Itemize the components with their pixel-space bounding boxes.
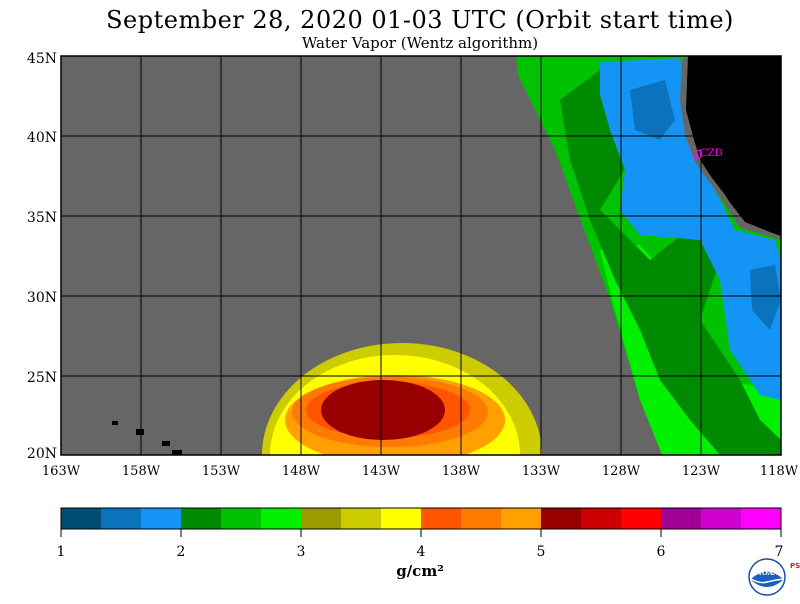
colorbar-tick-label: 1 [57,544,66,560]
blob-bottom-mask [61,455,781,475]
station-marker-icon [692,149,702,161]
lon-label: 128W [602,464,641,479]
noaa-logo-text: NOAA [755,568,779,577]
lon-label: 158W [122,464,161,479]
lon-label: 138W [442,464,481,479]
colorbar-swatch [61,508,102,529]
lat-label: 40N [27,130,57,146]
island-hawaii [172,450,182,455]
colorbar-swatch [221,508,262,529]
land-north-america [682,56,781,236]
colorbar-unit: g/cm² [396,562,444,580]
lon-label: 153W [202,464,241,479]
swath-blue [600,58,781,400]
colorbar-swatch [341,508,382,529]
map-grid [61,56,781,455]
colorbar-tick-label: 7 [775,544,784,560]
colorbar-tick-label: 3 [297,544,306,560]
lat-label: 25N [27,370,57,386]
lon-label: 148W [282,464,321,479]
lat-label: 20N [27,446,57,462]
swath-blue-inner [630,80,675,140]
colorbar-swatch [421,508,462,529]
colorbar-swatch [181,508,222,529]
blob-dark-red [321,380,445,440]
colorbar [61,508,782,529]
colorbar-tick-label: 6 [657,544,666,560]
colorbar-swatch [741,508,782,529]
swath-blue-south [750,265,781,330]
island-maui [162,441,170,446]
lon-label: 143W [362,464,401,479]
lon-label: 133W [522,464,561,479]
colorbar-swatch [261,508,302,529]
lon-label: 163W [42,464,81,479]
island-kauai [112,421,118,425]
colorbar-swatch [461,508,502,529]
colorbar-swatch [541,508,582,529]
colorbar-swatch [701,508,742,529]
map-subtitle: Water Vapor (Wentz algorithm) [301,34,539,52]
station-label: CZD [700,148,723,159]
colorbar-swatch [101,508,142,529]
colorbar-swatch [661,508,702,529]
swath-dark-green [560,70,781,455]
colorbar-swatch [501,508,542,529]
noaa-logo-icon: NOAA [748,558,786,596]
island-oahu [136,429,144,435]
colorbar-swatch [621,508,662,529]
colorbar-ticks [60,529,782,537]
colorbar-tick-label: 5 [537,544,546,560]
lat-label: 30N [27,290,57,306]
map-frame [60,55,782,456]
colorbar-swatch [381,508,422,529]
colorbar-swatch [141,508,182,529]
colorbar-tick-label: 2 [177,544,186,560]
lon-label: 118W [760,464,799,479]
colorbar-swatch [301,508,342,529]
lat-label: 45N [27,51,57,67]
psl-badge: PSL [790,562,800,570]
lat-label: 35N [27,210,57,226]
colorbar-tick-label: 4 [417,544,426,560]
colorbar-swatch [581,508,622,529]
lon-label: 123W [682,464,721,479]
map-title: September 28, 2020 01-03 UTC (Orbit star… [106,6,734,34]
